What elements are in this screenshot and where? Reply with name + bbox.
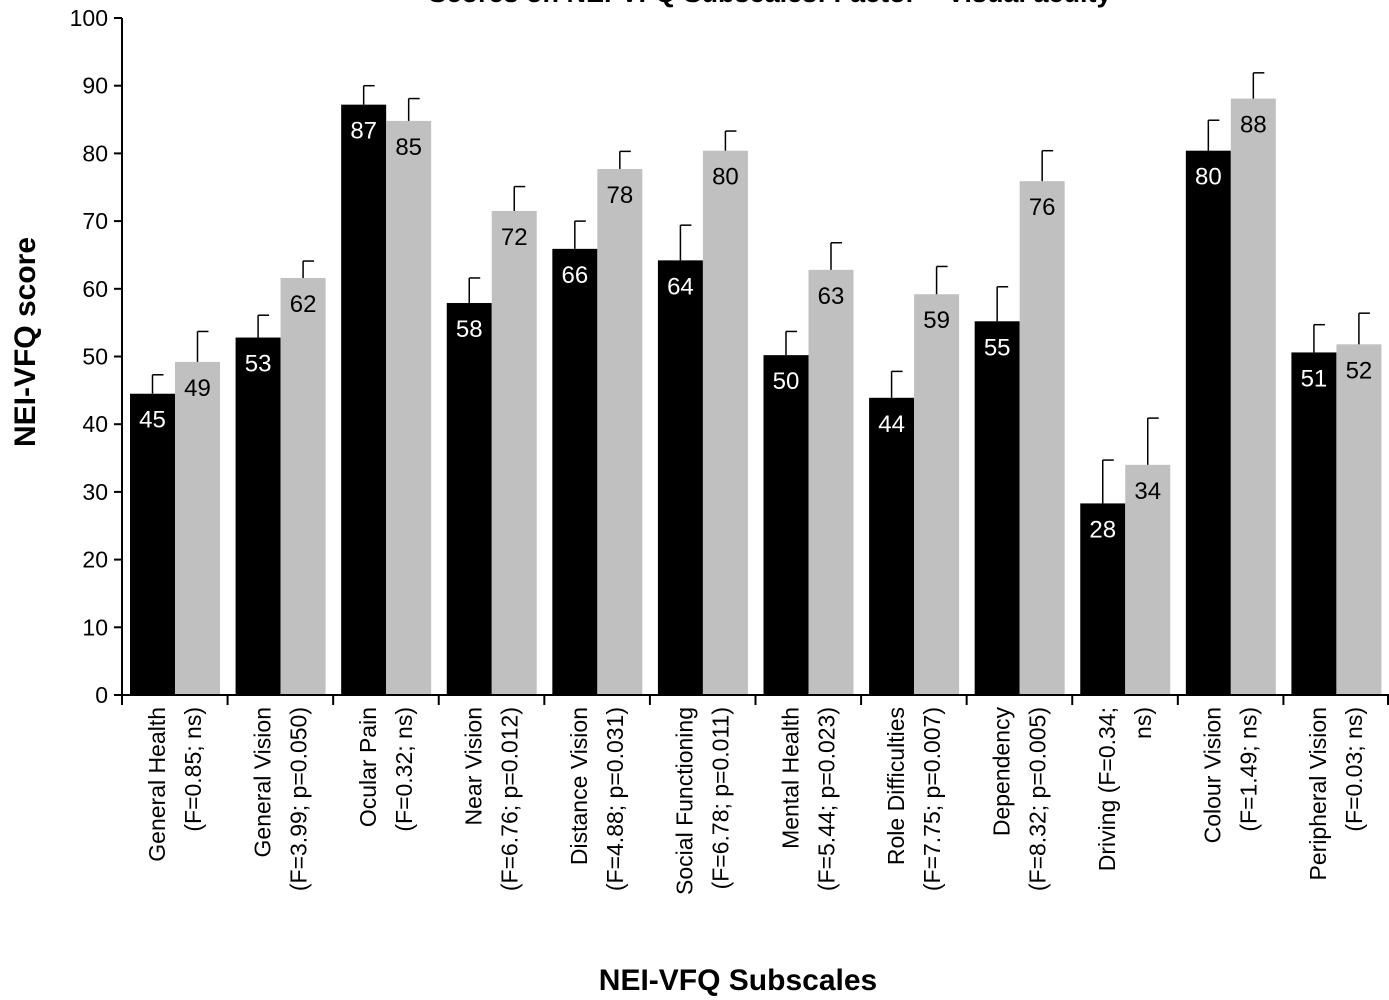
bar-series1-8 — [869, 397, 915, 695]
data-label-series1-1: 45 — [139, 407, 166, 434]
data-label-series1-3: 87 — [350, 118, 377, 145]
bar-series1-7 — [763, 355, 809, 695]
bar-series2-9 — [1019, 181, 1065, 696]
data-label-series2-4: 72 — [501, 224, 528, 251]
bar-series1-2 — [235, 337, 281, 695]
y-tick-label: 50 — [82, 344, 108, 370]
bars-group — [130, 98, 1382, 696]
x-tick-label-8: Role Difficulties (F=7.75; p=0.007) — [883, 707, 945, 891]
y-tick-label: 0 — [95, 682, 108, 708]
y-tick-label: 70 — [82, 208, 108, 234]
bar-series2-6 — [702, 150, 748, 695]
x-axis: General Health (F=0.85; ns) General Vision… — [121, 694, 1389, 895]
y-tick-label: 20 — [82, 547, 108, 573]
bar-series2-5 — [597, 168, 643, 695]
data-label-series2-12: 52 — [1346, 357, 1373, 384]
bar-series2-1 — [175, 361, 220, 695]
bar-series1-6 — [657, 260, 703, 695]
y-axis-title: NEI-VFQ score — [9, 237, 42, 447]
x-tick-label-10: Driving (F=0.34; ns) — [1094, 707, 1156, 871]
data-label-series1-10: 28 — [1089, 516, 1116, 543]
data-label-series1-5: 66 — [561, 262, 588, 289]
data-label-series2-8: 59 — [923, 307, 950, 334]
bar-series2-11 — [1230, 98, 1276, 696]
data-label-series2-3: 85 — [395, 134, 422, 161]
y-tick-label: 40 — [82, 411, 108, 437]
data-label-series1-4: 58 — [456, 316, 483, 343]
data-label-series2-9: 76 — [1029, 194, 1056, 221]
data-label-series1-11: 80 — [1195, 164, 1222, 191]
x-tick-label-1: General Health (F=0.85; ns) — [144, 707, 206, 862]
bar-series1-10 — [1080, 503, 1126, 695]
data-label-series1-9: 55 — [984, 334, 1011, 361]
y-tick-label: 90 — [82, 73, 108, 99]
bar-series2-8 — [914, 294, 960, 695]
y-tick-label: 60 — [82, 276, 108, 302]
bar-series1-4 — [446, 303, 492, 695]
bar-series1-5 — [552, 248, 598, 695]
x-tick-label-9: Dependency (F=8.32; p=0.005) — [988, 707, 1050, 892]
bar-series2-3 — [386, 120, 432, 696]
bar-series2-12 — [1336, 344, 1382, 695]
bar-series1-11 — [1185, 150, 1231, 695]
error-bars-group — [151, 72, 1370, 504]
bar-series1-1 — [130, 393, 175, 695]
x-tick-label-3: Ocular Pain (F=0.32; ns) — [355, 707, 417, 832]
y-tick-label: 30 — [82, 479, 108, 505]
data-label-series2-5: 78 — [606, 182, 633, 209]
data-labels-group: 45 53 87 58 66 64 50 44 55 28 80 51 49 62 85 72 78 80 63 59… — [139, 112, 1372, 544]
x-tick-label-7: Mental Health (F=5.44; p=0.023) — [777, 707, 839, 891]
data-label-series2-7: 63 — [818, 283, 845, 310]
y-tick-label: 80 — [82, 140, 108, 166]
x-tick-label-12: Peripheral Vision (F=0.03; ns) — [1305, 707, 1367, 880]
data-label-series1-2: 53 — [245, 351, 272, 378]
x-tick-label-6: Social Functioning (F=6.78; p=0.011) — [672, 707, 734, 895]
bar-series1-3 — [341, 104, 387, 695]
data-label-series1-12: 51 — [1301, 365, 1328, 392]
data-label-series2-10: 34 — [1134, 478, 1161, 505]
data-label-series2-11: 88 — [1240, 112, 1267, 139]
x-tick-label-2: General Vision (F=3.99; p=0.050) — [249, 707, 311, 891]
bar-series2-2 — [280, 277, 326, 695]
data-label-series2-2: 62 — [290, 291, 317, 318]
bar-series2-7 — [808, 269, 854, 695]
data-label-series1-6: 64 — [667, 273, 694, 300]
y-axis: 0 10 20 30 40 50 60 70 80 90 100 — [70, 5, 123, 708]
x-tick-label-4: Near Vision (F=6.76; p=0.012) — [461, 707, 523, 891]
y-tick-label: 10 — [82, 614, 108, 640]
bar-series1-9 — [974, 321, 1020, 695]
data-label-series1-8: 44 — [878, 411, 905, 438]
bar-series2-4 — [491, 210, 537, 695]
x-tick-label-5: Distance Vision (F=4.88; p=0.031) — [566, 707, 628, 891]
x-tick-label-11: Colour Vision (F=1.49; ns) — [1200, 707, 1262, 843]
data-label-series2-6: 80 — [712, 164, 739, 191]
chart-title: Scores on NEI-VFQ Subscales: Factor = Vi… — [429, 0, 1112, 8]
data-label-series1-7: 50 — [773, 368, 800, 395]
x-axis-title: NEI-VFQ Subscales — [599, 964, 877, 997]
data-label-series2-1: 49 — [184, 375, 211, 402]
y-tick-label: 100 — [70, 5, 108, 31]
bar-series2-10 — [1125, 464, 1171, 695]
bar-series1-12 — [1291, 352, 1337, 695]
